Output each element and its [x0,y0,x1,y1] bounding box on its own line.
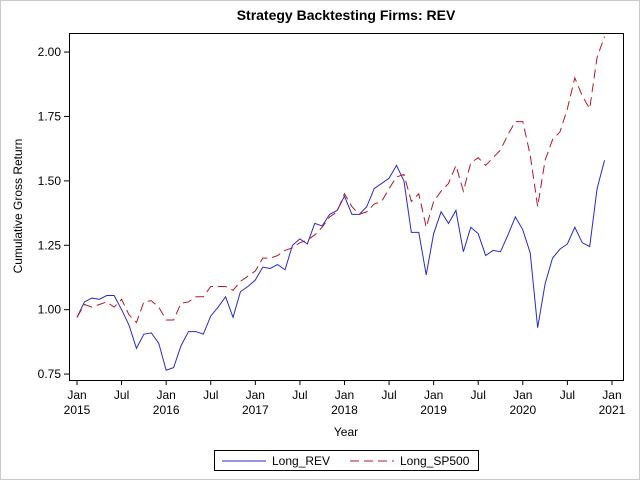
x-tick-label: Jul [560,388,575,402]
x-tick-label: Jul [471,388,486,402]
x-tick-label: Jan [67,388,86,402]
y-tick-label: 1.75 [38,109,62,123]
y-axis-label: Cumulative Gross Return [11,139,25,274]
y-tick-label: 2.00 [38,45,62,59]
x-axis-label: Year [334,425,358,439]
legend-label: Long_SP500 [400,454,470,468]
x-tick-label: Jul [381,388,396,402]
x-tick-label: Jul [292,388,307,402]
x-tick-label: Jan [335,388,354,402]
x-tick-year: 2021 [599,403,626,417]
x-tick-year: 2016 [153,403,180,417]
x-tick-label: Jan [156,388,175,402]
y-tick-label: 0.75 [38,367,62,381]
plot-frame [69,33,624,381]
x-tick-year: 2019 [420,403,447,417]
x-tick-label: Jul [203,388,218,402]
x-tick-label: Jan [424,388,443,402]
x-tick-label: Jul [114,388,129,402]
x-tick-year: 2017 [242,403,269,417]
x-tick-year: 2015 [64,403,91,417]
legend-label: Long_REV [272,454,330,468]
x-tick-year: 2020 [509,403,536,417]
legend-box [214,450,479,471]
x-tick-label: Jan [246,388,265,402]
y-tick-label: 1.25 [38,238,62,252]
y-tick-label: 1.00 [38,303,62,317]
x-tick-year: 2018 [331,403,358,417]
x-tick-label: Jan [602,388,621,402]
chart-title: Strategy Backtesting Firms: REV [237,7,456,23]
y-tick-label: 1.50 [38,174,62,188]
x-tick-label: Jan [513,388,532,402]
series-line [76,36,606,324]
